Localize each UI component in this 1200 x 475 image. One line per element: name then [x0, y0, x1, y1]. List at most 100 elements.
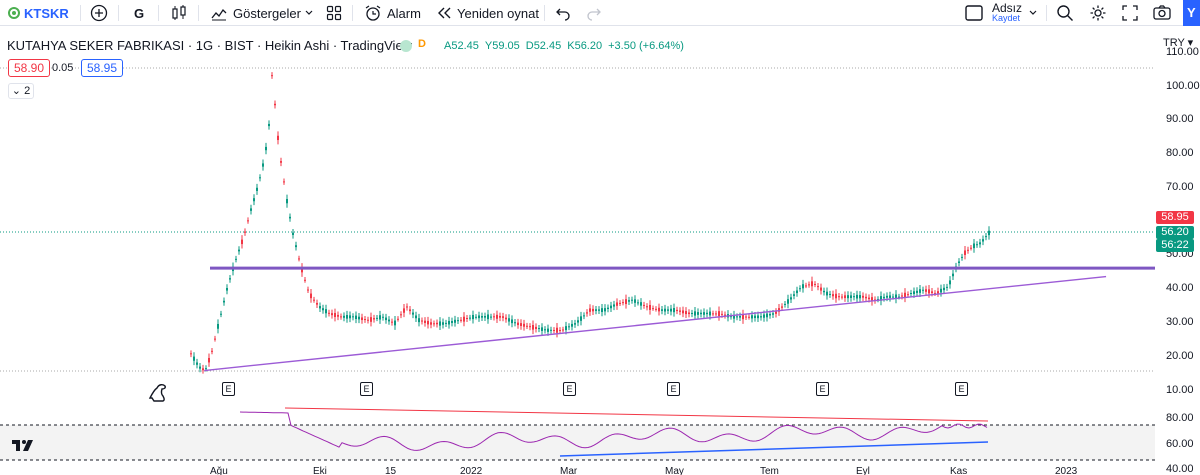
candle-body: [919, 289, 921, 293]
redo-button[interactable]: [586, 0, 602, 26]
candle-body: [700, 312, 702, 315]
candle-body: [265, 146, 267, 151]
candle-body: [538, 328, 540, 330]
time-axis-label: May: [665, 466, 684, 475]
chart-legend-title[interactable]: KUTAHYA SEKER FABRIKASI · 1G · BIST · He…: [7, 38, 413, 53]
candle-body: [334, 312, 336, 318]
alarm-button[interactable]: Alarm: [364, 0, 421, 26]
candle-body: [508, 318, 510, 322]
candle-body: [601, 308, 603, 313]
indicators-button[interactable]: Göstergeler: [210, 0, 301, 26]
indicator-trendline-bottom: [559, 441, 989, 457]
collapse-indicators-button[interactable]: ⌄ 2: [8, 83, 34, 99]
candle-body: [712, 313, 714, 315]
interval-button[interactable]: G: [134, 5, 145, 21]
layout-save[interactable]: Adsız Kaydet: [992, 1, 1032, 25]
fullscreen-button[interactable]: [1122, 0, 1138, 26]
top-toolbar: KTSKR G Göstergeler Alarm Yeniden oynat …: [0, 0, 1200, 26]
candle-body: [880, 296, 882, 301]
candle-body: [589, 308, 591, 312]
candle-body: [241, 239, 243, 245]
price-tag-high: 58.95: [1156, 211, 1194, 224]
candle-body: [535, 326, 537, 329]
candle-body: [208, 357, 210, 363]
settings-button[interactable]: [1089, 0, 1107, 26]
earnings-event-marker[interactable]: E: [955, 382, 968, 396]
candle-body: [478, 315, 480, 319]
replay-button[interactable]: Yeniden oynat: [436, 0, 539, 26]
earnings-event-marker[interactable]: E: [563, 382, 576, 396]
candle-body: [973, 243, 975, 249]
market-status-icon[interactable]: [400, 40, 412, 52]
candle-body: [337, 314, 339, 317]
candle-body: [763, 314, 765, 318]
layout-dropdown[interactable]: [1028, 0, 1038, 26]
compare-symbol-button[interactable]: [90, 0, 108, 26]
candle-body: [769, 313, 771, 316]
snapshot-button[interactable]: [1152, 0, 1172, 26]
earnings-event-marker[interactable]: E: [222, 382, 235, 396]
candle-body: [784, 303, 786, 305]
candle-body: [607, 307, 609, 309]
candle-body: [967, 249, 969, 251]
separator: [80, 5, 81, 21]
time-axis-label: Mar: [560, 466, 578, 475]
candle-body: [331, 313, 333, 316]
earnings-event-marker[interactable]: E: [816, 382, 829, 396]
candle-body: [898, 296, 900, 298]
candle-body: [499, 315, 501, 318]
candle-body: [946, 286, 948, 288]
candle-body: [943, 287, 945, 291]
candle-body: [808, 284, 810, 286]
candle-body: [280, 161, 282, 163]
candle-body: [859, 295, 861, 299]
earnings-event-marker[interactable]: E: [667, 382, 680, 396]
candle-body: [205, 368, 207, 370]
symbol-search[interactable]: KTSKR: [8, 0, 69, 26]
candle-body: [652, 308, 654, 310]
candle-body: [817, 286, 819, 288]
chart-type-button[interactable]: [170, 0, 188, 26]
time-axis[interactable]: Ağu Eki 15 2022 Mar May Tem Eyl Kas 2023: [0, 465, 1200, 475]
candle-body: [883, 296, 885, 299]
publish-button[interactable]: Y: [1183, 0, 1200, 26]
candle-body: [649, 304, 651, 310]
candle-body: [559, 330, 561, 332]
candle-body: [643, 304, 645, 306]
candle-body: [382, 316, 384, 318]
search-button[interactable]: [1056, 0, 1074, 26]
templates-button[interactable]: [326, 0, 342, 26]
price-tag-countdown: 56:22: [1156, 239, 1194, 252]
currency-selector[interactable]: TRY ▾: [1163, 36, 1193, 49]
candle-body: [850, 295, 852, 298]
fullscreen-icon: [1122, 5, 1138, 21]
candle-body: [364, 319, 366, 321]
replay-label: Yeniden oynat: [457, 5, 539, 21]
candle-body: [670, 308, 672, 312]
candle-body: [409, 309, 411, 312]
candle-body: [595, 309, 597, 311]
indicator-trendline-top: [284, 407, 989, 422]
tradingview-logo[interactable]: [10, 435, 36, 455]
candle-body: [613, 304, 615, 307]
candle-body: [802, 284, 804, 289]
candle-body: [826, 291, 828, 296]
earnings-event-marker[interactable]: E: [360, 382, 373, 396]
undo-button[interactable]: [555, 0, 571, 26]
sell-price-button[interactable]: 58.90: [8, 59, 51, 77]
layout-checkbox[interactable]: [964, 0, 984, 26]
candle-body: [244, 231, 246, 233]
candle-body: [262, 163, 264, 167]
time-axis-label: 2023: [1055, 466, 1078, 475]
chevron-down-icon: ▾: [1184, 37, 1194, 49]
candle-body: [274, 103, 276, 106]
buy-price-button[interactable]: 58.95: [81, 59, 124, 77]
candle-body: [406, 306, 408, 308]
indicators-dropdown[interactable]: [304, 0, 314, 26]
delayed-badge[interactable]: D: [418, 38, 426, 50]
candle-body: [457, 320, 459, 322]
save-label: Kaydet: [992, 13, 1021, 23]
candle-body: [703, 312, 705, 315]
candle-body: [937, 291, 939, 294]
